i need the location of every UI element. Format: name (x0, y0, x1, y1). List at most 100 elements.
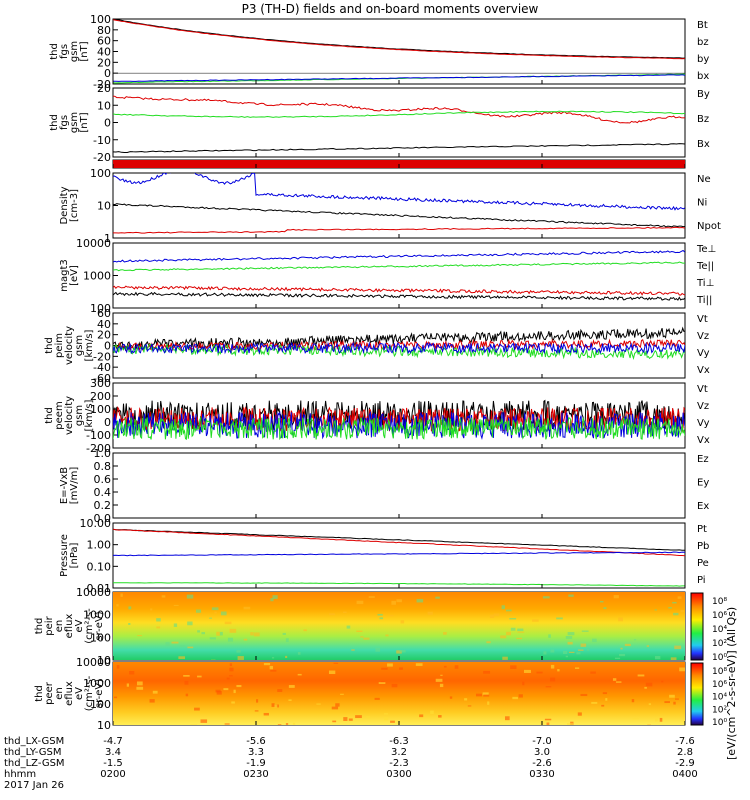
colorbar-tick-label: 10⁴ (712, 625, 727, 635)
legend-vt: Vt (697, 384, 708, 395)
y-axis-label: E=-VxB (59, 467, 70, 504)
spectrogram-cell (363, 637, 370, 640)
x-axis-value: 0200 (100, 769, 125, 780)
spectrogram-cell (483, 694, 490, 697)
spectrogram-cell (482, 692, 489, 696)
spectrogram-cell (586, 649, 590, 651)
x-axis-row-label: hhmm (4, 769, 36, 780)
spectrogram-cell (328, 670, 336, 675)
spectrogram-cell (379, 617, 384, 620)
spectrogram-cell (211, 607, 219, 611)
spectrogram-cell (274, 704, 278, 708)
y-tick-label: 20 (97, 82, 111, 95)
spectrogram-cell (209, 637, 216, 640)
panel-flag (112, 159, 686, 169)
spectrogram-cell (285, 655, 288, 659)
y-axis-label: thd (34, 618, 45, 635)
colorbar-tick-label: 10⁴ (712, 693, 727, 703)
spectrogram-cell (648, 703, 651, 706)
spectrogram-cell (620, 647, 623, 650)
spectrogram-cell (183, 675, 190, 677)
x-axis-value: -5.6 (246, 736, 266, 747)
plot-area (113, 173, 685, 234)
spectrogram-cell (576, 652, 581, 655)
y-tick-label: 80 (97, 24, 111, 37)
spectrogram-cell (544, 718, 552, 721)
spectrogram-cell (546, 722, 550, 725)
spectrogram-cell (512, 696, 518, 700)
x-axis-value: -2.6 (532, 758, 552, 769)
spectrogram-cell (565, 655, 569, 658)
spectrogram-cell (270, 598, 274, 602)
y-tick-label: 10 (97, 200, 111, 213)
spectrogram-cell (517, 628, 524, 632)
y-axis-label: magt3 (59, 259, 70, 292)
spectrogram-cell (186, 594, 194, 599)
x-axis-value: 0230 (243, 769, 268, 780)
spectrogram-cell (645, 682, 653, 687)
y-tick-label: -10 (93, 134, 111, 147)
y-axis-label: [km/s] (84, 399, 95, 431)
spectrogram-cell (219, 631, 223, 636)
spectrogram-cell (348, 718, 353, 721)
date-label: 2017 Jan 26 (4, 780, 64, 791)
colorbar-tick-label: 10⁸ (712, 667, 727, 677)
pi-line (113, 551, 685, 557)
y-axis-label: [nT] (79, 41, 90, 61)
y-axis-label: en (54, 620, 65, 633)
spectrogram-cell (483, 670, 491, 674)
colorbar-tick-label: 10⁶ (712, 611, 727, 621)
y-tick-label: 40 (97, 318, 111, 331)
spectrogram-cell (277, 724, 282, 725)
plot-area (113, 326, 685, 360)
spectrogram-cell (375, 647, 381, 652)
spectrogram-cell (216, 691, 222, 695)
legend-bz: Bz (697, 114, 709, 125)
spectrogram-cell (567, 632, 575, 636)
spectrogram-cell (581, 630, 589, 632)
y-tick-label: 0.01 (87, 582, 112, 595)
y-tick-label: 300 (90, 377, 111, 390)
spectrogram-cell (335, 703, 340, 707)
y-tick-label: 40 (97, 46, 111, 59)
spectrogram-cell (493, 613, 500, 617)
spectrogram-cell (613, 595, 619, 599)
spectrogram-cell (659, 717, 663, 722)
spectrogram-cell (670, 657, 677, 660)
spectrogram-cell (220, 611, 227, 616)
spectrogram-cell (149, 699, 155, 703)
spectrogram-cell (216, 631, 220, 636)
spectrogram-cell (592, 638, 597, 643)
spectrogram-cell (674, 645, 682, 650)
spectrogram-cell (156, 618, 161, 622)
spectrogram-cell (285, 638, 289, 643)
y-axis-label: [cm-3] (69, 189, 80, 222)
spectrogram-cell (506, 631, 511, 636)
colorbar-tick-label: 10² (712, 705, 727, 715)
y-tick-label: 0 (104, 67, 111, 80)
y-tick-label: 0.0 (94, 512, 112, 525)
spectrogram-cell (297, 652, 301, 655)
y-tick-label: 20 (97, 56, 111, 69)
colorbar-tick-label: 10⁰ (712, 653, 727, 663)
spectrogram-cell (195, 609, 202, 613)
vz-line (113, 338, 685, 352)
spectrogram-cell (340, 693, 344, 695)
spectrogram-cell (506, 609, 512, 612)
spectrogram-cell (632, 718, 639, 720)
spectrogram-cell (646, 645, 650, 647)
spectrogram-cell (200, 719, 208, 723)
plot-area (113, 95, 685, 153)
spectrogram-cell (288, 699, 292, 701)
spectrogram-cell (243, 638, 248, 641)
spectrogram-cell (211, 659, 216, 660)
spectrogram-cell (116, 665, 120, 669)
spectrogram-cell (190, 724, 198, 725)
y-axis-label: fgs (59, 44, 70, 59)
bz-line (113, 95, 685, 124)
y-tick-label: 20 (97, 329, 111, 342)
spectrogram-cell (173, 604, 179, 606)
legend-vz: Vz (697, 401, 709, 412)
spectrogram-cell (297, 673, 302, 676)
y-axis-label: thd (44, 407, 55, 424)
